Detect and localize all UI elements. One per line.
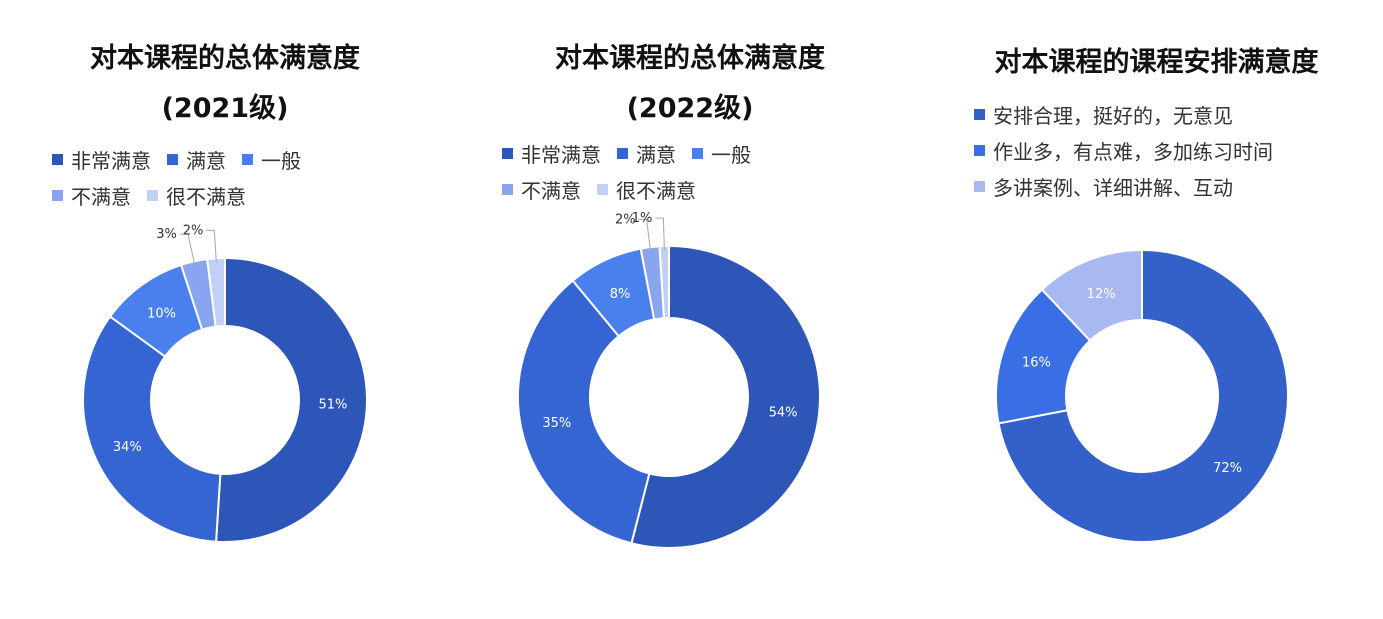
leader-line (638, 218, 652, 252)
legend-label: 不满意 (71, 184, 131, 209)
data-label: 8% (610, 287, 631, 302)
legend-item: 多讲案例、详细讲解、互动 (974, 172, 1233, 201)
chart-legend: 非常满意 满意 一般 不满意 很不满意 (502, 135, 767, 207)
legend-label: 安排合理，挺好的，无意见 (993, 103, 1233, 128)
data-label: 72% (1213, 461, 1242, 476)
legend-swatch (167, 153, 178, 165)
donut-chart: 51% 34% 10% 3% 2% (82, 223, 368, 543)
donut-chart: 54% 35% 8% 2%1% (517, 211, 821, 549)
legend-item: 不满意 (502, 175, 581, 204)
chart-title: 对本课程的总体满意度 (90, 43, 360, 74)
legend-label: 一般 (261, 148, 301, 173)
chart-panel-2021: 对本课程的总体满意度 (2021级) 非常满意 满意 一般 不满意 很不满意 5… (0, 0, 450, 619)
data-label: 1% (632, 211, 653, 226)
chart-panel-arrangement: 对本课程的课程安排满意度 安排合理，挺好的，无意见 作业多，有点难，多加练习时间… (930, 0, 1383, 619)
legend-item: 很不满意 (147, 181, 246, 210)
data-label: 35% (542, 416, 571, 431)
chart-title: 对本课程的课程安排满意度 (994, 47, 1319, 78)
chart-legend: 安排合理，挺好的，无意见 作业多，有点难，多加练习时间 多讲案例、详细讲解、互动 (974, 96, 1289, 204)
legend-label: 满意 (636, 142, 676, 167)
legend-item: 一般 (692, 139, 751, 168)
legend-label: 作业多，有点难，多加练习时间 (993, 139, 1273, 164)
legend-item: 一般 (242, 145, 301, 174)
chart-legend: 非常满意 满意 一般 不满意 很不满意 (52, 141, 317, 213)
leader-line (206, 229, 217, 263)
legend-label: 不满意 (521, 178, 581, 203)
legend-item: 满意 (167, 145, 226, 174)
data-label: 3% (156, 227, 177, 242)
legend-swatch (502, 183, 513, 195)
legend-label: 很不满意 (166, 184, 246, 209)
legend-swatch (617, 147, 628, 159)
legend-swatch (242, 153, 253, 165)
data-label: 34% (113, 440, 142, 455)
data-label: 54% (769, 405, 798, 420)
data-label: 12% (1087, 287, 1116, 302)
legend-label: 非常满意 (71, 148, 151, 173)
data-label: 10% (147, 307, 176, 322)
data-label: 51% (318, 397, 347, 412)
legend-label: 一般 (711, 142, 751, 167)
leader-line (179, 233, 196, 266)
legend-item: 很不满意 (597, 175, 696, 204)
legend-item: 满意 (617, 139, 676, 168)
legend-swatch (52, 153, 63, 165)
data-label: 16% (1022, 356, 1051, 371)
donut-slice (658, 244, 670, 320)
legend-label: 很不满意 (616, 178, 696, 203)
legend-label: 多讲案例、详细讲解、互动 (993, 175, 1233, 200)
donut-slice (206, 256, 226, 328)
donut-slice (1040, 248, 1143, 343)
legend-swatch (52, 189, 63, 201)
donut-slice (997, 248, 1289, 543)
legend-swatch (692, 147, 703, 159)
legend-swatch (974, 180, 985, 192)
legend-label: 非常满意 (521, 142, 601, 167)
legend-item: 非常满意 (52, 145, 151, 174)
donut-slice (82, 315, 222, 543)
legend-swatch (597, 183, 608, 195)
legend-swatch (974, 144, 985, 156)
leader-line (655, 217, 665, 251)
donut-slice (215, 256, 368, 543)
donut-chart: 72% 16% 12% (995, 248, 1289, 543)
chart-panel-2022: 对本课程的总体满意度 (2022级) 非常满意 满意 一般 不满意 很不满意 5… (450, 0, 930, 619)
legend-item: 安排合理，挺好的，无意见 (974, 100, 1233, 129)
donut-slice (630, 244, 821, 549)
donut-slice (517, 279, 651, 545)
legend-swatch (974, 108, 985, 120)
chart-subtitle: (2022级) (626, 93, 754, 124)
legend-swatch (502, 147, 513, 159)
legend-label: 满意 (186, 148, 226, 173)
chart-subtitle: (2021级) (161, 93, 289, 124)
legend-item: 作业多，有点难，多加练习时间 (974, 136, 1273, 165)
legend-swatch (147, 189, 158, 201)
data-label: 2% (183, 223, 204, 238)
chart-title: 对本课程的总体满意度 (555, 43, 825, 74)
legend-item: 不满意 (52, 181, 131, 210)
data-label: 2% (615, 212, 636, 227)
legend-item: 非常满意 (502, 139, 601, 168)
